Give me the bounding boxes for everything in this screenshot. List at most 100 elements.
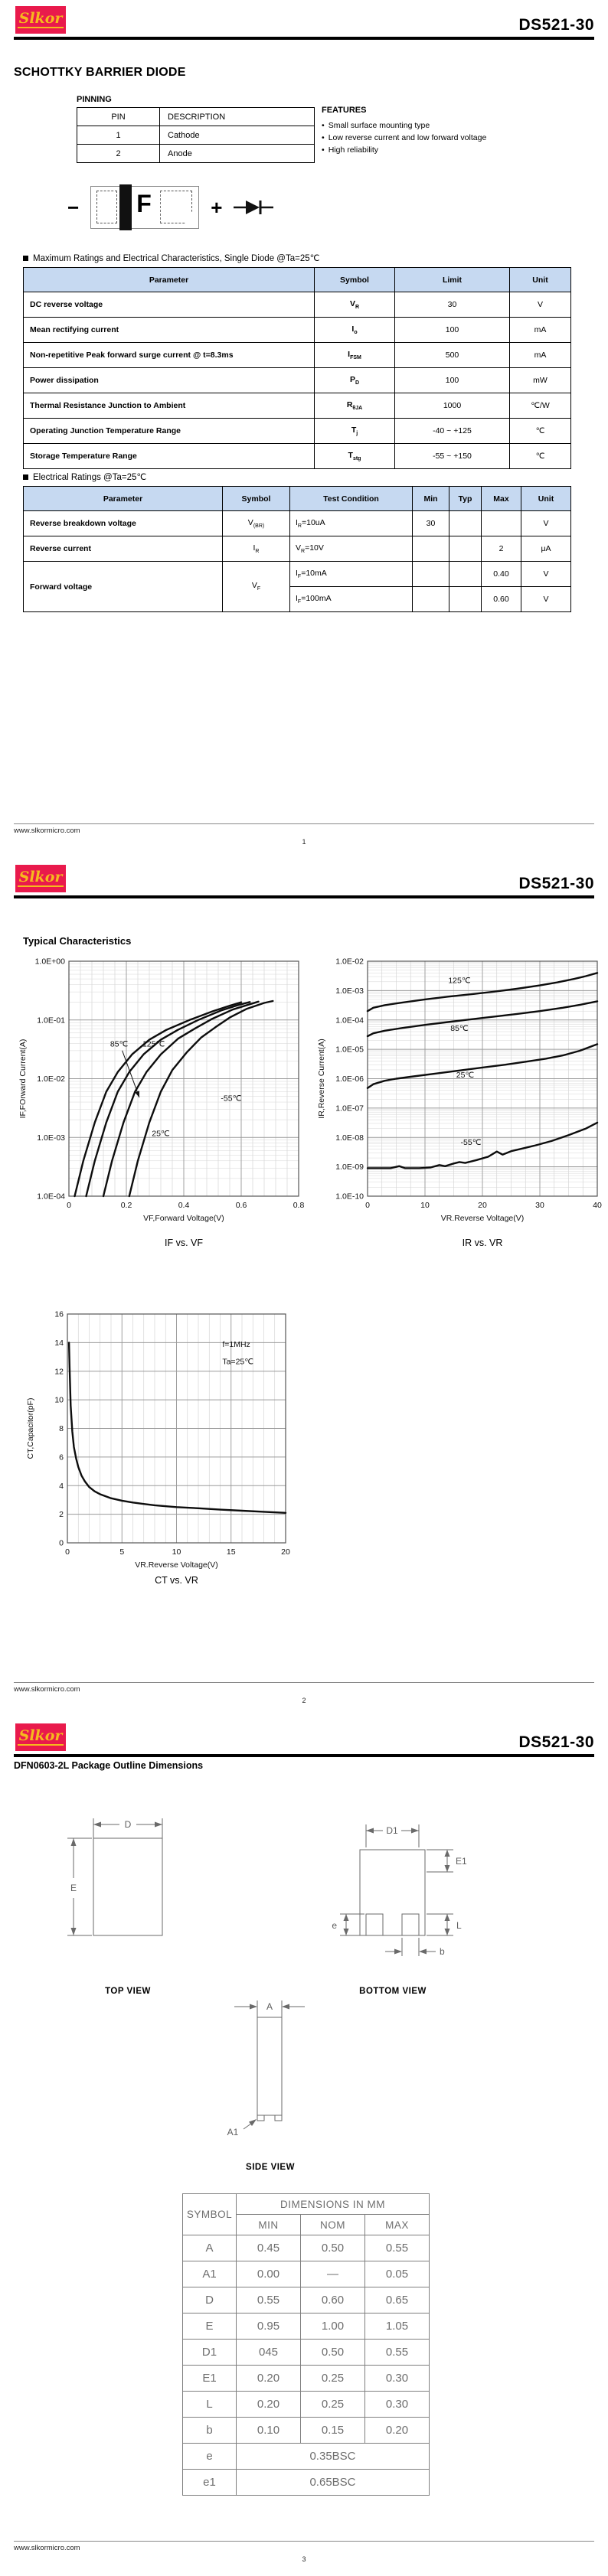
cell-symbol: E [182,2313,237,2340]
cell-typ [449,561,482,587]
column-header: DESCRIPTION [159,107,315,126]
top-view-drawing: D E [67,1818,163,1936]
cell-description: Anode [159,144,315,163]
table-row: Forward voltage VF IF=10mA 0.40 V [23,561,571,612]
cell-max: 0.20 [364,2417,430,2444]
website-text: www.slkormicro.com [14,827,80,835]
svg-text:1.0E-04: 1.0E-04 [37,1192,65,1202]
svg-text:12: 12 [54,1367,64,1376]
cell-typ [449,536,482,562]
cell-max: 0.55 [364,2339,430,2366]
svg-text:VR.Reverse Voltage(V): VR.Reverse Voltage(V) [441,1214,525,1223]
feature-text: Small surface mounting type [328,121,430,130]
cell-parameter: Power dissipation [23,367,315,393]
cell-limit: 500 [394,342,510,368]
svg-text:1.0E-02: 1.0E-02 [335,957,364,967]
table-row: 2 Anode [77,144,315,163]
package-heading: DFN0603-2L Package Outline Dimensions [14,1760,204,1771]
column-header: PIN [77,107,160,126]
cell-typ [449,586,482,612]
cell-nom: 0.25 [300,2391,365,2418]
page-number: 1 [302,838,306,846]
cell-parameter: Reverse breakdown voltage [23,510,223,536]
max-ratings-table: Parameter Symbol Limit Unit DC reverse v… [23,267,571,469]
cell-max: 2 [481,536,521,562]
list-item: • Low reverse current and low forward vol… [322,133,574,142]
cell-max: 0.65 [364,2287,430,2314]
cell-min: 0.00 [236,2261,301,2287]
table-row: Reverse current IR VR=10V 2 μA [23,536,571,562]
table-row: IF=100mA 0.60 V [24,586,571,612]
svg-text:0.8: 0.8 [293,1201,305,1210]
cell-symbol: e [182,2443,237,2470]
pinning-section: PINNING PIN DESCRIPTION 1 Cathode 2 Anod… [77,95,315,163]
cell-unit: V [521,561,571,587]
svg-text:1.0E-07: 1.0E-07 [335,1104,364,1113]
column-header: Unit [509,267,571,292]
cell-max: 0.30 [364,2391,430,2418]
chart-if-vf: 0 0.2 0.4 0.6 0.8 1.0E+00 1.0E-01 1.0E-02 1.0E-0… [18,957,305,1249]
svg-text:85℃: 85℃ [450,1024,469,1033]
svg-text:85℃: 85℃ [110,1040,129,1049]
cell-symbol: e1 [182,2469,237,2496]
cell-min: 0.10 [236,2417,301,2444]
cell-symbol: A [182,2235,237,2261]
cell-parameter: Thermal Resistance Junction to Ambient [23,393,315,419]
cell-min: 0.45 [236,2235,301,2261]
table-row: D 0.55 0.60 0.65 [182,2287,430,2314]
svg-text:8: 8 [59,1424,64,1433]
cell-unit: mA [509,317,571,343]
table-row: A 0.45 0.50 0.55 [182,2235,430,2261]
svg-text:10: 10 [54,1396,64,1405]
side-view-caption: SIDE VIEW [246,2163,295,2172]
dim-label-d: D [125,1819,132,1830]
heading-text: Electrical Ratings @Ta=25℃ [33,473,147,482]
cell-nom: 0.50 [300,2235,365,2261]
page-footer: www.slkormicro.com [14,1682,594,1694]
cell-parameter: Operating Junction Temperature Range [23,418,315,444]
cell-min: 30 [412,510,449,536]
marking-diagram: − F + [67,184,275,230]
svg-text:25℃: 25℃ [152,1130,170,1139]
bullet-icon: • [322,133,325,142]
column-header: Max [481,486,521,511]
svg-text:15: 15 [227,1547,236,1557]
brand-logo: Slkor [15,6,66,34]
column-header: Parameter [23,486,223,511]
page-title: SCHOTTKY BARRIER DIODE [14,66,186,79]
cell-symbol: L [182,2391,237,2418]
brand-logo-text: Slkor [17,869,64,887]
dim-label-a: A [266,2001,273,2012]
pad-outline [160,191,193,223]
cell-parameter: Mean rectifying current [23,317,315,343]
cell-typ [449,510,482,536]
table-row: Storage Temperature Range Tstg -55 ~ +15… [23,443,571,469]
dim-label-e: E [70,1883,77,1893]
svg-text:CT vs. VR: CT vs. VR [155,1575,198,1586]
svg-text:1.0E-08: 1.0E-08 [335,1133,364,1143]
bottom-view-caption: BOTTOM VIEW [359,1987,427,1996]
page-number: 3 [302,2555,306,2563]
table-header-row: PIN DESCRIPTION [77,107,315,126]
section-title: Typical Characteristics [23,935,132,947]
table-row: Reverse breakdown voltage V(BR) IR=10uA … [23,510,571,536]
cell-symbol: V(BR) [222,510,290,536]
table-row: 1 Cathode [77,126,315,145]
website-text: www.slkormicro.com [14,1685,80,1694]
cell-symbol: D [182,2287,237,2314]
top-view-caption: TOP VIEW [105,1987,151,1996]
cell-test-condition: IF=10mA [289,561,413,587]
list-item: • Small surface mounting type [322,121,574,130]
svg-text:1.0E+00: 1.0E+00 [35,957,66,967]
svg-text:1.0E-10: 1.0E-10 [335,1192,364,1202]
svg-text:25℃: 25℃ [456,1071,475,1080]
cell-description: Cathode [159,126,315,145]
svg-text:IF vs. VF: IF vs. VF [165,1237,203,1248]
max-ratings-heading: Maximum Ratings and Electrical Character… [23,253,320,263]
page-footer: www.slkormicro.com [14,823,594,835]
dim-label-e1: E1 [456,1856,467,1867]
brand-logo-text: Slkor [17,1727,64,1746]
cell-max: 0.05 [364,2261,430,2287]
cell-pin: 2 [77,144,160,163]
svg-text:1.0E-05: 1.0E-05 [335,1045,364,1055]
